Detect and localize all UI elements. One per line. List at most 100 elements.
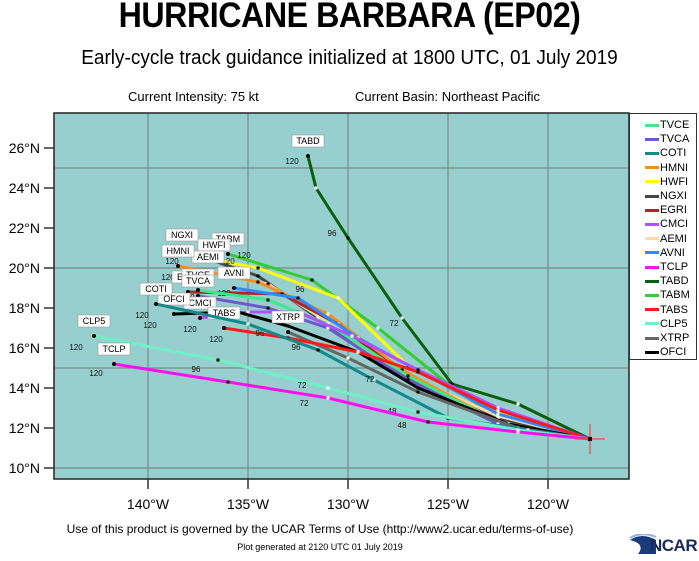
legend-swatch — [645, 308, 659, 312]
legend-item-egri: EGRI — [645, 203, 687, 217]
lon-tick-label: 135°W — [227, 496, 270, 512]
legend-swatch — [645, 336, 659, 340]
track-tag — [165, 228, 199, 242]
legend-label: NGXI — [660, 190, 687, 202]
legend-item-coti: COTI — [645, 146, 686, 160]
legend-label: TABS — [660, 303, 688, 316]
legend-swatch — [645, 293, 659, 297]
track-tag-label: OFCI — [163, 294, 185, 304]
legend-label: OFCI — [660, 346, 687, 359]
track-point — [426, 420, 430, 424]
track-point — [326, 386, 330, 390]
forecast-hour-label: 120 — [209, 335, 223, 344]
track-point — [376, 326, 380, 330]
guidance-subtitle: Early-cycle track guidance initialized a… — [81, 47, 618, 69]
track-tclp — [113, 362, 591, 441]
track-point — [336, 296, 340, 300]
track-point — [400, 368, 404, 372]
track-tag-label: TABD — [296, 136, 320, 146]
track-tag-label: TVCA — [186, 276, 210, 286]
legend-swatch — [645, 166, 659, 170]
track-tag-label: TABS — [213, 308, 236, 318]
track-point — [496, 406, 500, 410]
legend-item-ofci: OFCI — [645, 345, 686, 359]
track-tag-label: XTRP — [276, 312, 300, 322]
legend-label: XTRP — [660, 332, 690, 344]
legend-item-aemi: AEMI — [645, 232, 687, 246]
track-endpoint — [232, 286, 236, 290]
legend-swatch — [645, 279, 659, 283]
track-point — [226, 380, 230, 384]
legend-item-tabm: TABM — [645, 288, 690, 302]
legend-label: EGRI — [660, 204, 687, 217]
legend-swatch — [645, 350, 659, 354]
legend-label: TCLP — [660, 261, 689, 273]
legend-swatch — [645, 151, 659, 155]
track-point — [346, 236, 350, 240]
track-endpoint — [176, 264, 180, 268]
track-tag — [291, 134, 325, 148]
track-tag-label: AEMI — [197, 252, 219, 262]
current-basin: Current Basin: Northeast Pacific — [355, 89, 540, 104]
forecast-hour-label: 72 — [366, 375, 375, 384]
track-point — [372, 378, 376, 382]
track-point — [246, 322, 250, 326]
track-endpoint — [222, 326, 226, 330]
track-tag-label: CLP5 — [83, 316, 106, 326]
legend-swatch — [645, 322, 659, 326]
forecast-hour-label: 96 — [296, 285, 305, 294]
track-point — [416, 370, 420, 374]
track-point — [310, 278, 314, 282]
legend-item-ngxi: NGXI — [645, 189, 687, 203]
track-point — [496, 414, 500, 418]
track-point — [316, 316, 320, 320]
track-tag — [271, 310, 305, 324]
legend-label: TVCE — [660, 119, 690, 131]
track-tag — [77, 314, 111, 328]
legend-swatch — [645, 208, 659, 212]
ncar-swoosh-icon — [629, 533, 657, 554]
legend-label: TABM — [660, 289, 690, 302]
legend-item-tvce: TVCE — [645, 118, 689, 132]
track-point — [496, 416, 500, 420]
track-point — [450, 382, 454, 386]
forecast-hour-label: 120 — [143, 321, 157, 330]
track-point — [326, 312, 330, 316]
legend-label: TABD — [660, 275, 689, 288]
track-point — [216, 358, 220, 362]
legend-swatch — [645, 123, 659, 127]
track-point — [346, 356, 350, 360]
track-point — [406, 378, 410, 382]
track-point — [296, 296, 300, 300]
track-tag — [181, 274, 215, 288]
legend-swatch — [645, 237, 659, 241]
legend-item-tclp: TCLP — [645, 260, 688, 274]
track-point — [406, 376, 410, 380]
legend-item-avni: AVNI — [645, 246, 685, 260]
track-tag — [217, 266, 251, 280]
legend-item-tabs: TABS — [645, 303, 688, 317]
ocean-background — [54, 113, 629, 479]
track-point — [400, 316, 404, 320]
lat-tick-label: 22°N — [9, 220, 40, 236]
ncar-logo: NCAR — [628, 533, 698, 556]
forecast-hour-label: 120 — [89, 369, 103, 378]
lat-tick-label: 18°N — [9, 300, 40, 316]
track-point — [314, 186, 318, 190]
legend-item-tabd: TABD — [645, 274, 689, 288]
legend-item-hmni: HMNI — [645, 161, 688, 175]
legend-item-xtrp: XTRP — [645, 331, 689, 345]
forecast-hour-label: 120 — [135, 311, 149, 320]
track-tag-label: TCLP — [102, 344, 125, 354]
track-point — [350, 334, 354, 338]
legend-item-tvca: TVCA — [645, 132, 689, 146]
track-point — [496, 408, 500, 412]
track-endpoint — [306, 154, 310, 158]
legend-label: HMNI — [660, 161, 689, 174]
track-map: TABD96120TABM7296120HWFI120NGXI120AEMI12… — [9, 112, 630, 512]
legend-swatch — [645, 265, 659, 269]
forecast-hour-label: 96 — [292, 343, 301, 352]
track-point — [516, 430, 520, 434]
track-point — [266, 306, 270, 310]
track-endpoint — [154, 302, 158, 306]
